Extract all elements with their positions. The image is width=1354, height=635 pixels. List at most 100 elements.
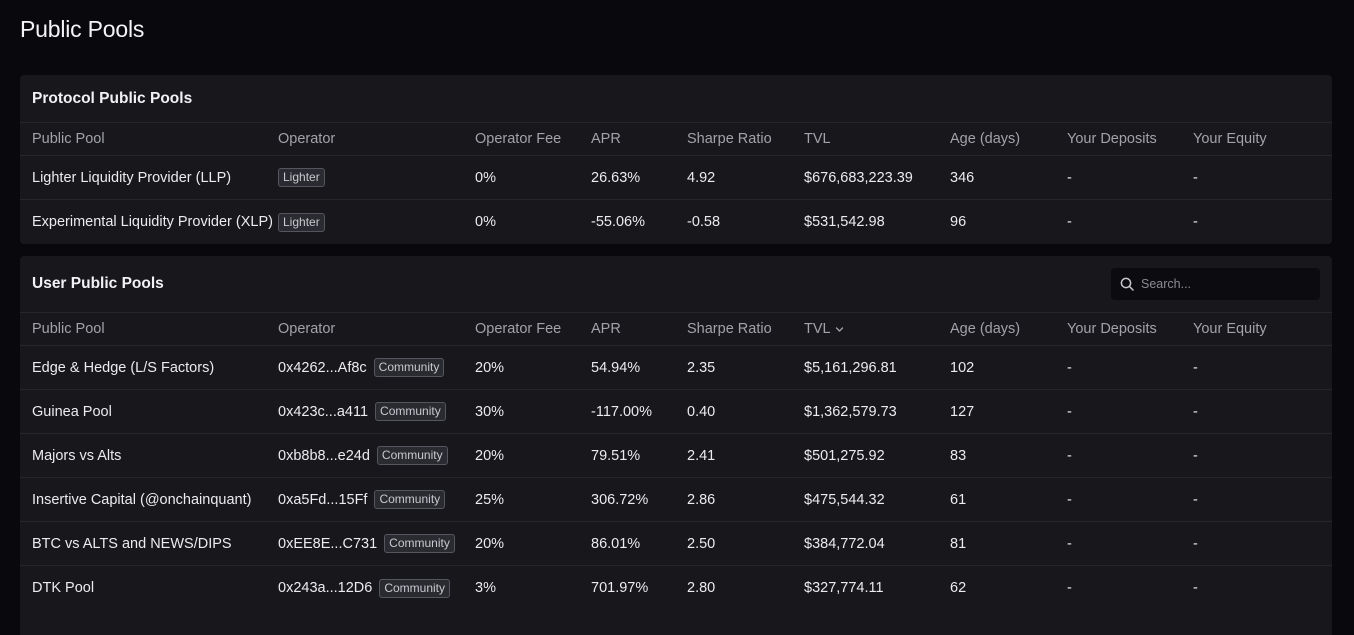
- operator-fee: 3%: [475, 580, 496, 596]
- operator-fee: 0%: [475, 169, 496, 186]
- table-row[interactable]: BTC vs ALTS and NEWS/DIPS 0xEE8E...C731 Co…: [20, 522, 1332, 566]
- operator-badge: Community: [373, 358, 445, 377]
- operator-cell: 0xEE8E...C731 Community: [266, 534, 463, 553]
- column-your-equity[interactable]: Your Equity: [1193, 131, 1267, 147]
- column-your-equity[interactable]: Your Equity: [1193, 321, 1267, 337]
- apr-value: 701.97%: [591, 580, 649, 596]
- operator-badge: Community: [384, 534, 455, 553]
- apr-value: 26.63%: [591, 169, 641, 186]
- age-value: 346: [950, 169, 975, 186]
- pool-name[interactable]: Edge & Hedge (L/S Factors): [32, 359, 215, 376]
- your-equity-value: -: [1193, 403, 1198, 420]
- tvl-value: $676,683,223.39: [804, 169, 913, 186]
- pool-name[interactable]: Experimental Liquidity Provider (XLP): [32, 214, 273, 230]
- operator-fee: 25%: [475, 491, 505, 508]
- table-row[interactable]: Experimental Liquidity Provider (XLP) Lig…: [20, 200, 1332, 244]
- pool-name[interactable]: Insertive Capital (@onchainquant): [32, 491, 252, 508]
- column-age[interactable]: Age (days): [950, 321, 1021, 337]
- search-input[interactable]: [1141, 277, 1311, 291]
- column-your-deposits[interactable]: Your Deposits: [1067, 131, 1157, 147]
- column-public-pool[interactable]: Public Pool: [32, 131, 105, 147]
- column-sharpe-ratio[interactable]: Sharpe Ratio: [687, 131, 772, 147]
- apr-value: 86.01%: [591, 535, 641, 552]
- search-icon: [1120, 277, 1134, 291]
- operator-cell: 0x4262...Af8c Community: [266, 358, 463, 377]
- protocol-pools-header: Protocol Public Pools: [20, 75, 1332, 123]
- apr-value: -117.00%: [591, 403, 652, 420]
- column-operator[interactable]: Operator: [278, 321, 336, 337]
- table-row[interactable]: Guinea Pool 0x423c...a411 Community 30% -117…: [20, 390, 1332, 434]
- operator-badge: Community: [374, 490, 446, 509]
- operator-address[interactable]: 0xa5Fd...15Ff: [278, 491, 368, 508]
- apr-value: 306.72%: [591, 491, 649, 508]
- table-row[interactable]: Insertive Capital (@onchainquant) 0xa5Fd.…: [20, 478, 1332, 522]
- age-value: 61: [950, 491, 967, 508]
- sharpe-ratio-value: 2.86: [687, 491, 716, 508]
- protocol-pools-card: Protocol Public Pools Public Pool Operat…: [20, 75, 1332, 244]
- column-apr[interactable]: APR: [591, 131, 621, 147]
- tvl-value: $475,544.32: [804, 491, 885, 508]
- tvl-value: $501,275.92: [804, 447, 885, 464]
- column-operator-fee[interactable]: Operator Fee: [475, 131, 562, 147]
- table-row[interactable]: Lighter Liquidity Provider (LLP) Lighter 0…: [20, 156, 1332, 200]
- tvl-value: $1,362,579.73: [804, 403, 897, 420]
- column-operator[interactable]: Operator: [278, 131, 336, 147]
- operator-fee: 30%: [475, 403, 505, 420]
- pool-name[interactable]: Guinea Pool: [32, 403, 112, 420]
- table-header: Public Pool Operator Operator Fee APR Sh…: [20, 313, 1332, 346]
- your-deposits-value: -: [1067, 580, 1072, 596]
- tvl-value: $327,774.11: [804, 580, 884, 596]
- column-apr[interactable]: APR: [591, 321, 621, 337]
- operator-address[interactable]: 0x4262...Af8c: [278, 359, 367, 376]
- operator-cell: 0xb8b8...e24d Community: [266, 446, 463, 465]
- age-value: 83: [950, 447, 967, 464]
- column-your-deposits[interactable]: Your Deposits: [1067, 321, 1157, 337]
- column-tvl[interactable]: TVL: [804, 131, 831, 147]
- your-deposits-value: -: [1067, 169, 1072, 186]
- page-title: Public Pools: [20, 16, 145, 42]
- your-equity-value: -: [1193, 169, 1198, 186]
- apr-value: 54.94%: [591, 359, 641, 376]
- your-equity-value: -: [1193, 447, 1198, 464]
- your-deposits-value: -: [1067, 491, 1072, 508]
- tvl-value: $531,542.98: [804, 214, 885, 230]
- operator-fee: 20%: [475, 535, 505, 552]
- your-deposits-value: -: [1067, 535, 1072, 552]
- column-age[interactable]: Age (days): [950, 131, 1021, 147]
- chevron-down-icon: [835, 326, 843, 332]
- your-deposits-value: -: [1067, 214, 1072, 230]
- sharpe-ratio-value: 2.80: [687, 580, 716, 596]
- your-deposits-value: -: [1067, 403, 1072, 420]
- pool-name[interactable]: DTK Pool: [32, 580, 95, 596]
- search-box[interactable]: [1111, 268, 1320, 300]
- operator-badge: Lighter: [278, 168, 325, 187]
- operator-address[interactable]: 0x423c...a411: [278, 403, 369, 420]
- operator-badge: Community: [379, 578, 451, 598]
- operator-fee: 0%: [475, 214, 496, 230]
- your-equity-value: -: [1193, 359, 1198, 376]
- column-tvl-sort[interactable]: TVL: [792, 321, 938, 337]
- sharpe-ratio-value: -0.58: [687, 214, 721, 230]
- pool-name[interactable]: Lighter Liquidity Provider (LLP): [32, 169, 232, 186]
- table-row[interactable]: DTK Pool 0x243a...12D6 Community 3% 701.97% 2…: [20, 566, 1332, 610]
- your-deposits-value: -: [1067, 447, 1072, 464]
- column-operator-fee[interactable]: Operator Fee: [475, 321, 562, 337]
- your-equity-value: -: [1193, 214, 1198, 230]
- table-row[interactable]: Edge & Hedge (L/S Factors) 0x4262...Af8c C…: [20, 346, 1332, 390]
- age-value: 102: [950, 359, 975, 376]
- pool-name[interactable]: BTC vs ALTS and NEWS/DIPS: [32, 535, 232, 552]
- protocol-pools-title: Protocol Public Pools: [32, 89, 193, 107]
- age-value: 62: [950, 580, 967, 596]
- column-sharpe-ratio[interactable]: Sharpe Ratio: [687, 321, 772, 337]
- operator-address[interactable]: 0xb8b8...e24d: [278, 447, 370, 464]
- your-deposits-value: -: [1067, 359, 1072, 376]
- your-equity-value: -: [1193, 491, 1198, 508]
- operator-address[interactable]: 0xEE8E...C731: [278, 535, 378, 552]
- your-equity-value: -: [1193, 535, 1198, 552]
- your-equity-value: -: [1193, 580, 1198, 596]
- operator-badge: Lighter: [278, 212, 325, 232]
- pool-name[interactable]: Majors vs Alts: [32, 447, 122, 464]
- table-row[interactable]: Majors vs Alts 0xb8b8...e24d Community 20% 7…: [20, 434, 1332, 478]
- column-public-pool[interactable]: Public Pool: [32, 321, 105, 337]
- operator-address[interactable]: 0x243a...12D6: [278, 580, 373, 596]
